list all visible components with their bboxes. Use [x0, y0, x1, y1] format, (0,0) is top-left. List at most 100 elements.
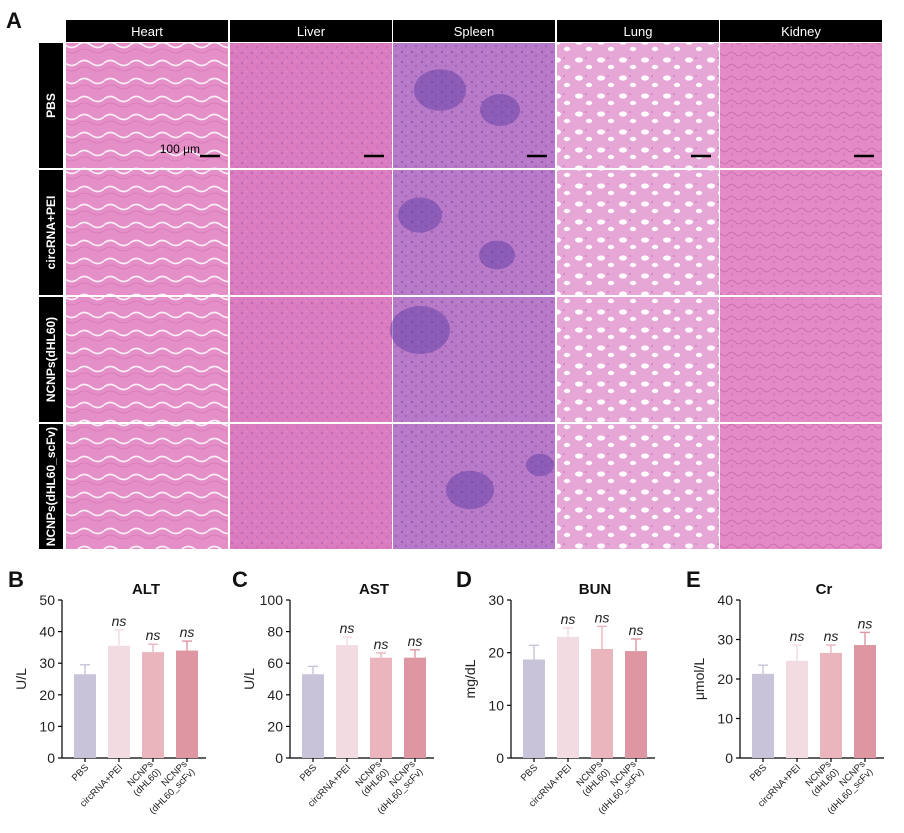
y-tick-label: 20: [488, 645, 504, 661]
x-tick-label: PBS: [519, 762, 540, 783]
bar: [625, 651, 647, 758]
y-tick-label: 30: [39, 655, 55, 671]
chart-title: BUN: [579, 581, 612, 598]
y-axis-label: U/L: [241, 668, 257, 690]
chart-title: AST: [359, 581, 389, 598]
bar: [302, 674, 324, 758]
tissue-image-kidney-1: [720, 170, 882, 295]
panel-label-a: A: [6, 8, 22, 33]
organ-header-bg: [393, 20, 555, 42]
significance-label: ns: [146, 627, 161, 643]
y-axis-label: mg/dL: [462, 659, 478, 698]
x-tick-label: NCNPs(dHL60): [352, 759, 392, 799]
significance-label: ns: [561, 611, 576, 627]
group-label-3: NCNPs(dHL60_scFv): [44, 427, 58, 546]
organ-header-spleen: Spleen: [454, 24, 494, 39]
chart-title: ALT: [132, 581, 160, 598]
organ-header-bg: [66, 20, 228, 42]
significance-label: ns: [824, 628, 839, 644]
x-tick-label-line: PBS: [748, 762, 769, 783]
chart-title: Cr: [816, 581, 833, 598]
group-label-bg: [39, 424, 63, 549]
organ-header-bg: [720, 20, 882, 42]
tissue-image-spleen-1: [393, 170, 555, 295]
spleen-follicle: [398, 197, 442, 233]
x-tick-label-line: PBS: [70, 762, 91, 783]
y-tick-label: 100: [260, 592, 284, 608]
organ-header-heart: Heart: [131, 24, 163, 39]
group-label-bg: [39, 43, 63, 168]
significance-label: ns: [629, 622, 644, 638]
tissue-image-lung-3: [557, 424, 719, 549]
bar: [786, 660, 808, 758]
y-tick-label: 30: [488, 592, 504, 608]
bar: [74, 674, 96, 758]
tissue-image-spleen-0: [393, 43, 555, 168]
tissue-image-heart-1: [66, 170, 228, 295]
organ-header-bg: [557, 20, 719, 42]
tissue-image-heart-2: [66, 297, 228, 422]
tissue-image-liver-1: [230, 170, 392, 295]
bar: [108, 645, 130, 758]
tissue-image-lung-2: [557, 297, 719, 422]
group-label-bg: [39, 170, 63, 295]
group-label-2: NCNPs(dHL60): [44, 317, 58, 402]
spleen-follicle: [526, 453, 554, 477]
spleen-follicle: [479, 240, 515, 270]
group-label-1: circRNA+PEI: [44, 196, 58, 270]
bar: [523, 659, 545, 758]
y-tick-label: 0: [496, 750, 504, 766]
group-label-0: PBS: [44, 93, 58, 118]
significance-label: ns: [408, 633, 423, 649]
tissue-image-heart-0: [66, 43, 228, 168]
y-axis-label: U/L: [13, 668, 29, 690]
spleen-follicle: [414, 69, 466, 111]
x-tick-label: NCNPs(dHL60): [802, 759, 842, 799]
spleen-follicle: [390, 306, 450, 354]
y-tick-label: 20: [267, 718, 283, 734]
y-tick-label: 10: [717, 711, 733, 727]
significance-label: ns: [340, 620, 355, 636]
bar: [854, 645, 876, 758]
histology-grid: Heart Liver Spleen Lung Kidney PBS circRNA+PEI…: [39, 20, 882, 549]
y-tick-label: 50: [39, 592, 55, 608]
scale-bar-label: 100 μm: [160, 142, 200, 156]
y-tick-label: 0: [275, 750, 283, 766]
panel-label-d: D: [456, 567, 472, 592]
tissue-image-heart-3: [66, 424, 228, 549]
organ-header-liver: Liver: [297, 24, 326, 39]
bar: [557, 636, 579, 758]
y-tick-label: 10: [488, 697, 504, 713]
y-tick-label: 10: [39, 718, 55, 734]
significance-label: ns: [858, 615, 873, 631]
organ-header-bg: [230, 20, 392, 42]
tissue-image-liver-2: [230, 297, 392, 422]
organ-header-kidney: Kidney: [781, 24, 821, 39]
bar: [404, 657, 426, 758]
x-tick-label: PBS: [70, 762, 91, 783]
bar: [370, 657, 392, 758]
chart-alt: ALT01020304050U/LPBSnscircRNA+PEInsNCNPs…: [13, 581, 206, 817]
chart-ast: AST020406080100U/LPBSnscircRNA+PEInsNCNP…: [241, 581, 434, 817]
tissue-image-lung-0: [557, 43, 719, 168]
bar: [820, 652, 842, 758]
y-tick-label: 40: [717, 592, 733, 608]
y-tick-label: 40: [267, 687, 283, 703]
organ-header-lung: Lung: [624, 24, 653, 39]
bar-charts: ALT01020304050U/LPBSnscircRNA+PEInsNCNPs…: [13, 581, 884, 817]
y-tick-label: 60: [267, 655, 283, 671]
bar: [336, 645, 358, 758]
panel-label-c: C: [232, 567, 248, 592]
significance-label: ns: [180, 624, 195, 640]
tissue-image-lung-1: [557, 170, 719, 295]
x-tick-label: NCNPs(dHL60): [573, 759, 613, 799]
x-tick-label-line: PBS: [298, 762, 319, 783]
bar: [142, 652, 164, 758]
bar: [752, 673, 774, 758]
x-tick-label: PBS: [748, 762, 769, 783]
spleen-follicle: [480, 94, 520, 126]
y-axis-label: μmol/L: [691, 658, 707, 701]
panel-label-e: E: [686, 567, 701, 592]
y-tick-label: 80: [267, 624, 283, 640]
